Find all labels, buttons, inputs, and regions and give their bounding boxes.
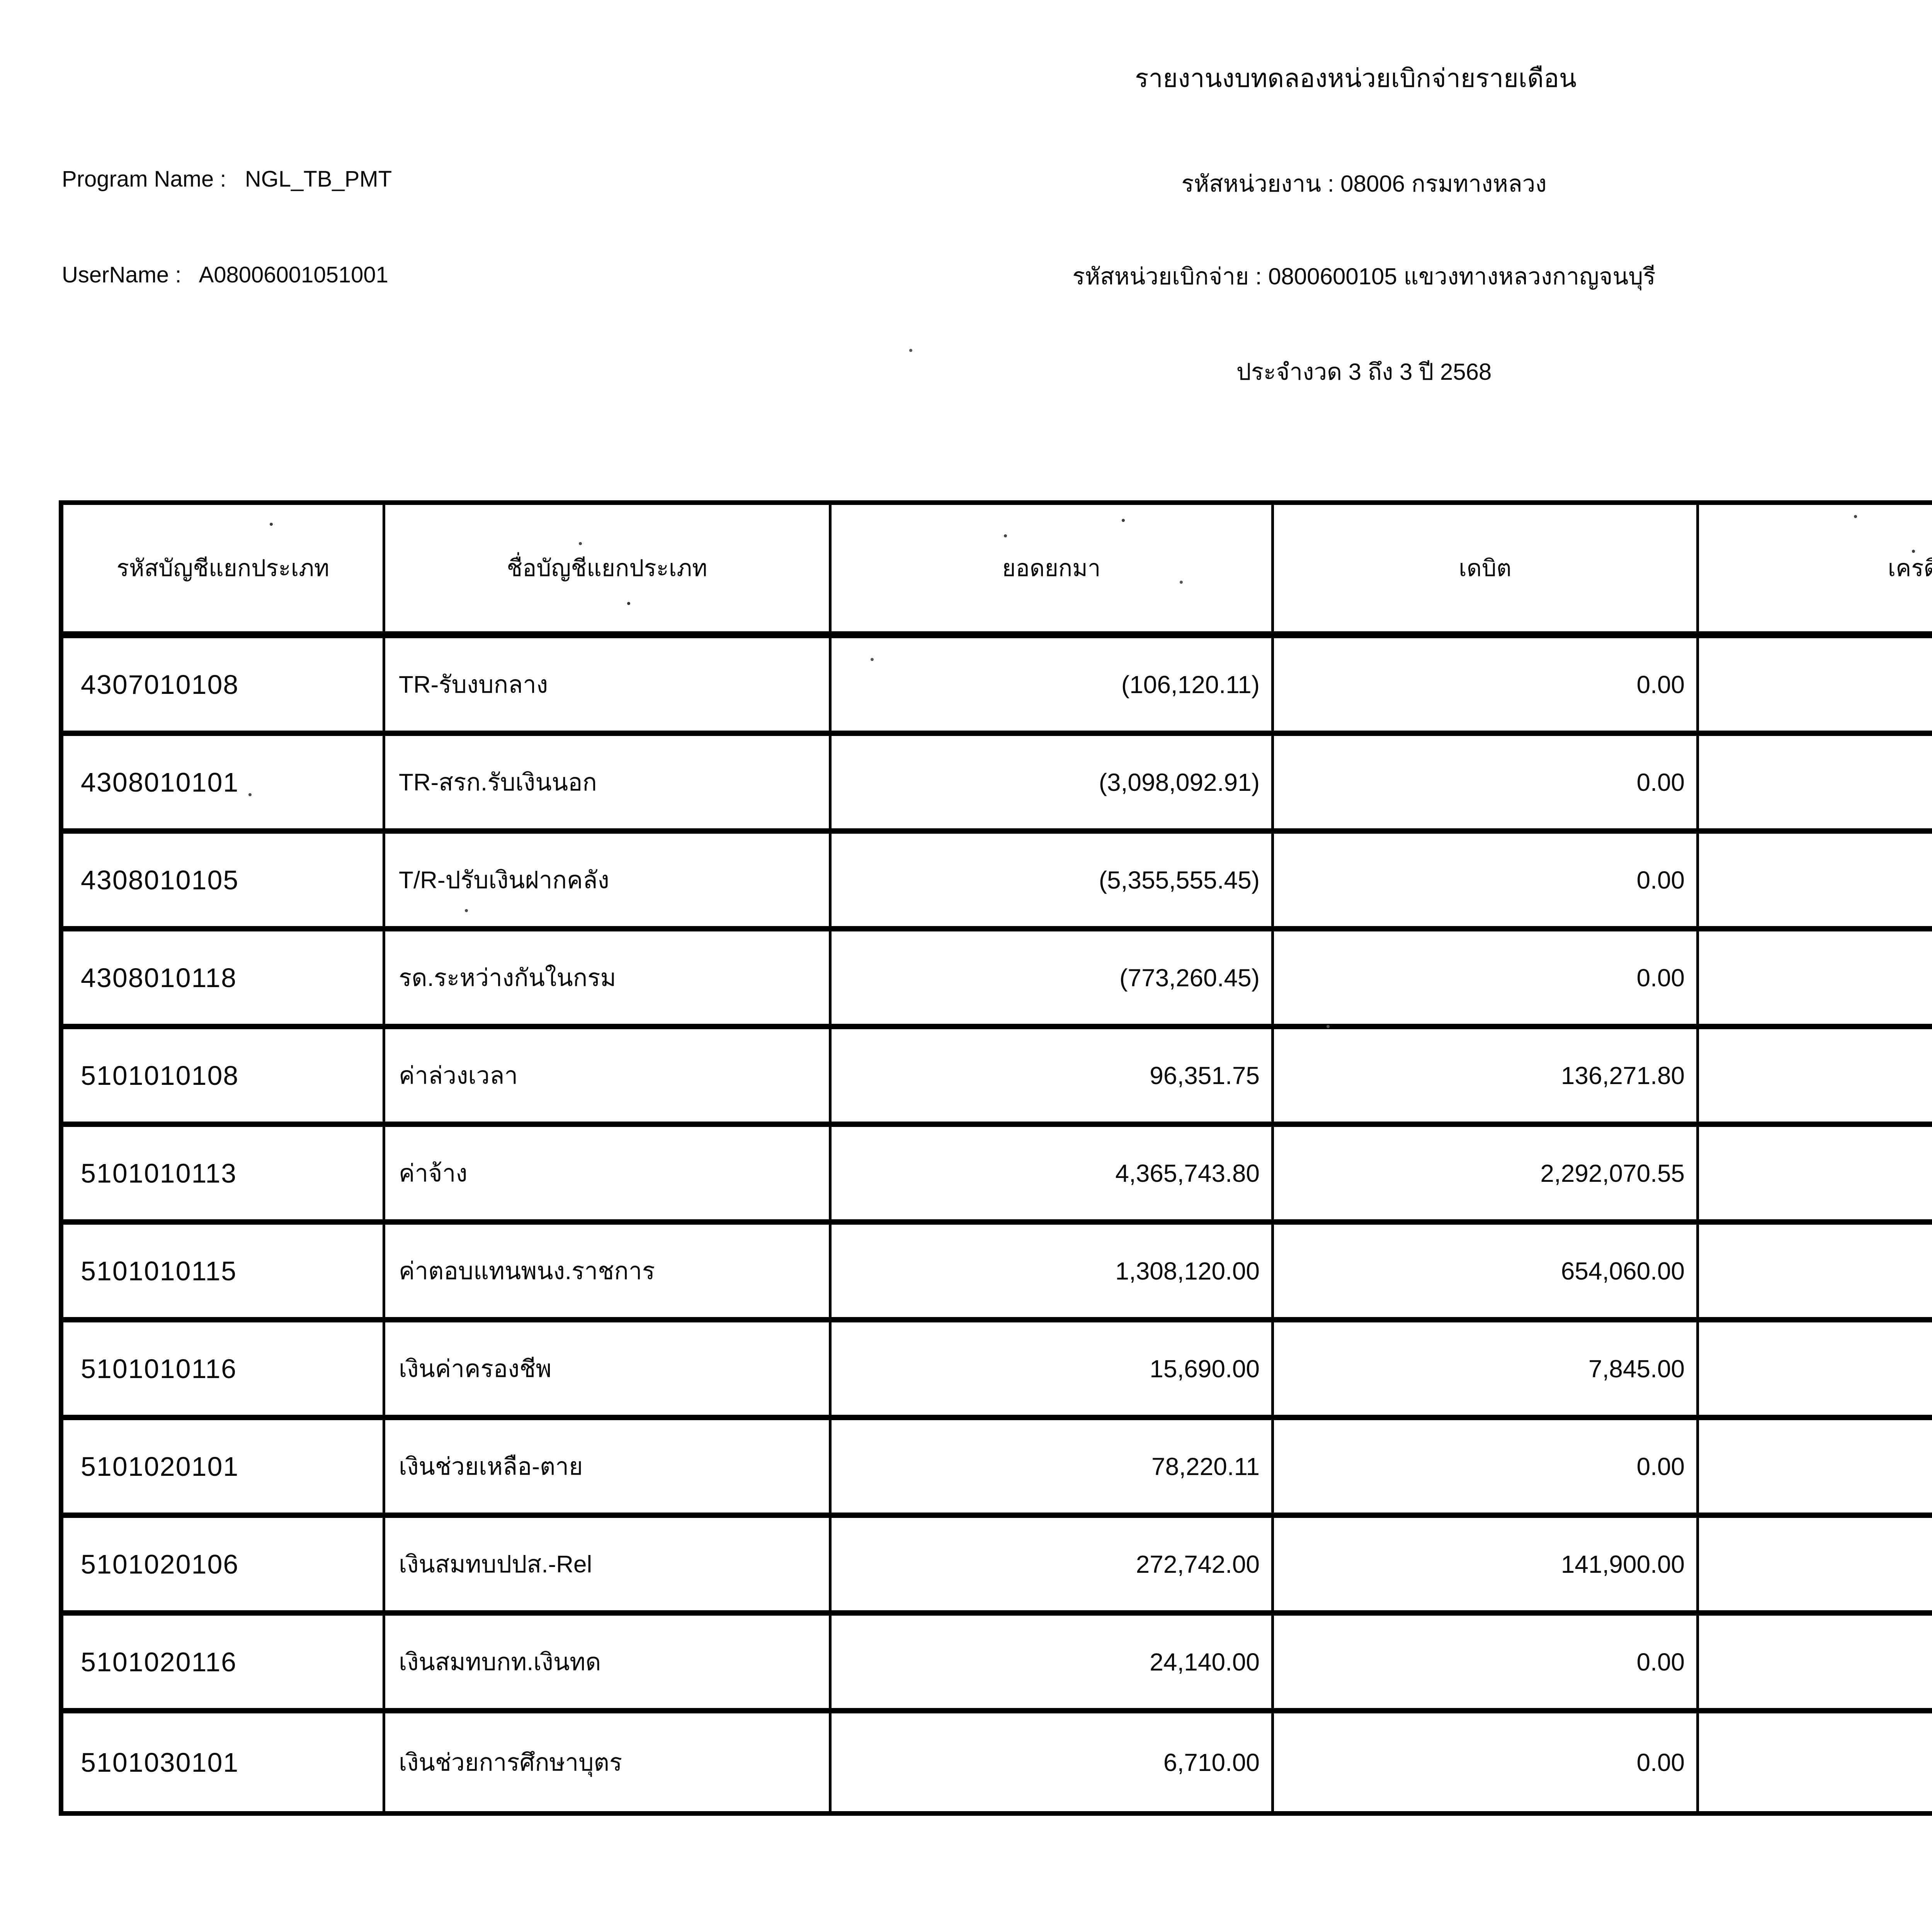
amount-cell: 24,140.00 [832, 1616, 1274, 1713]
amount-cell: 0.00 [1699, 931, 1932, 1029]
account-name-cell: ค่าล่วงเวลา [385, 1029, 832, 1127]
account-name-cell: เงินค่าครองชีพ [385, 1322, 832, 1420]
amount-cell: 0.00 [1274, 931, 1699, 1029]
disbursing-unit-line: รหัสหน่วยเบิกจ่าย : 0800600105 แขวงทางหล… [1072, 263, 1656, 289]
account-name-cell: TR-สรก.รับเงินนอก [385, 736, 832, 834]
account-code-cell: 5101020101 [63, 1420, 385, 1518]
account-code-cell: 4308010118 [63, 931, 385, 1029]
account-code-cell: 5101010115 [63, 1225, 385, 1322]
account-code-cell: 4308010105 [63, 834, 385, 931]
amount-cell: 272,742.00 [832, 1518, 1274, 1616]
amount-cell: (2,921,291.81) [1699, 834, 1932, 931]
amount-cell: 0.00 [1699, 1420, 1932, 1518]
account-name-cell: T/R-ปรับเงินฝากคลัง [385, 834, 832, 931]
account-code-cell: 5101020106 [63, 1518, 385, 1616]
trial-balance-table: รหัสบัญชีแยกประเภท ชื่อบัญชีแยกประเภท ยอ… [59, 500, 1932, 1816]
amount-cell: 654,060.00 [1274, 1225, 1699, 1322]
amount-cell: (773,260.45) [832, 931, 1274, 1029]
username-line: UserName : A08006001051001 [62, 262, 388, 288]
account-name-cell: รด.ระหว่างกันในกรม [385, 931, 832, 1029]
account-code-cell: 4307010108 [63, 638, 385, 736]
account-code-cell: 5101030101 [63, 1713, 385, 1811]
amount-cell: (5,355,555.45) [832, 834, 1274, 931]
program-name-label: Program Name : [62, 167, 226, 192]
amount-cell: 1,308,120.00 [832, 1225, 1274, 1322]
column-header-account-name: ชื่อบัญชีแยกประเภท [385, 505, 832, 638]
amount-cell: 78,220.11 [832, 1420, 1274, 1518]
account-code-cell: 5101010108 [63, 1029, 385, 1127]
amount-cell: (106,120.11) [832, 638, 1274, 736]
account-name-cell: ค่าตอบแทนพนง.ราชการ [385, 1225, 832, 1322]
amount-cell: 0.00 [1699, 1518, 1932, 1616]
account-code-cell: 4308010101 [63, 736, 385, 834]
amount-cell: 141,900.00 [1274, 1518, 1699, 1616]
program-name-line: Program Name : NGL_TB_PMT [62, 166, 392, 192]
username-value: A08006001051001 [199, 262, 388, 287]
amount-cell: 0.00 [1699, 1322, 1932, 1420]
column-header-debit: เดบิต [1274, 505, 1699, 638]
amount-cell: 0.00 [1274, 638, 1699, 736]
amount-cell: 0.00 [1274, 1713, 1699, 1811]
amount-cell: 0.00 [1274, 834, 1699, 931]
username-label: UserName : [62, 262, 182, 287]
amount-cell: 0.00 [1274, 1616, 1699, 1713]
account-code-cell: 5101020116 [63, 1616, 385, 1713]
program-name-value: NGL_TB_PMT [245, 167, 392, 192]
account-code-cell: 5101010113 [63, 1127, 385, 1225]
amount-cell: 2,292,070.55 [1274, 1127, 1699, 1225]
amount-cell: 4,365,743.80 [832, 1127, 1274, 1225]
amount-cell: 0.00 [1699, 1029, 1932, 1127]
agency-line: รหัสหน่วยงาน : 08006 กรมทางหลวง [1181, 171, 1547, 197]
amount-cell: 0.00 [1699, 1616, 1932, 1713]
amount-cell: 0.00 [1699, 638, 1932, 736]
amount-cell: 6,710.00 [832, 1713, 1274, 1811]
report-title: รายงานงบทดลองหน่วยเบิกจ่ายรายเดือน [1135, 64, 1577, 92]
column-header-balance-brought-forward: ยอดยกมา [832, 505, 1274, 638]
amount-cell: (3,098,092.91) [832, 736, 1274, 834]
account-name-cell: TR-รับงบกลาง [385, 638, 832, 736]
column-header-credit: เครดิต [1699, 505, 1932, 638]
amount-cell: 0.00 [1274, 736, 1699, 834]
account-name-cell: เงินสมทบกท.เงินทด [385, 1616, 832, 1713]
account-name-cell: เงินสมทบปปส.-Rel [385, 1518, 832, 1616]
amount-cell: 7,845.00 [1274, 1322, 1699, 1420]
amount-cell: 0.00 [1699, 1225, 1932, 1322]
period-line: ประจำงวด 3 ถึง 3 ปี 2568 [1236, 359, 1492, 385]
amount-cell: 15,690.00 [832, 1322, 1274, 1420]
amount-cell: 0.00 [1699, 1127, 1932, 1225]
amount-cell: (2,312,955.16) [1699, 736, 1932, 834]
scan-noise-dots [0, 0, 2, 2]
account-code-cell: 5101010116 [63, 1322, 385, 1420]
account-name-cell: เงินช่วยการศึกษาบุตร [385, 1713, 832, 1811]
account-name-cell: เงินช่วยเหลือ-ตาย [385, 1420, 832, 1518]
amount-cell: 136,271.80 [1274, 1029, 1699, 1127]
amount-cell: 96,351.75 [832, 1029, 1274, 1127]
column-header-account-code: รหัสบัญชีแยกประเภท [63, 505, 385, 638]
account-name-cell: ค่าจ้าง [385, 1127, 832, 1225]
amount-cell: 0.00 [1699, 1713, 1932, 1811]
amount-cell: 0.00 [1274, 1420, 1699, 1518]
